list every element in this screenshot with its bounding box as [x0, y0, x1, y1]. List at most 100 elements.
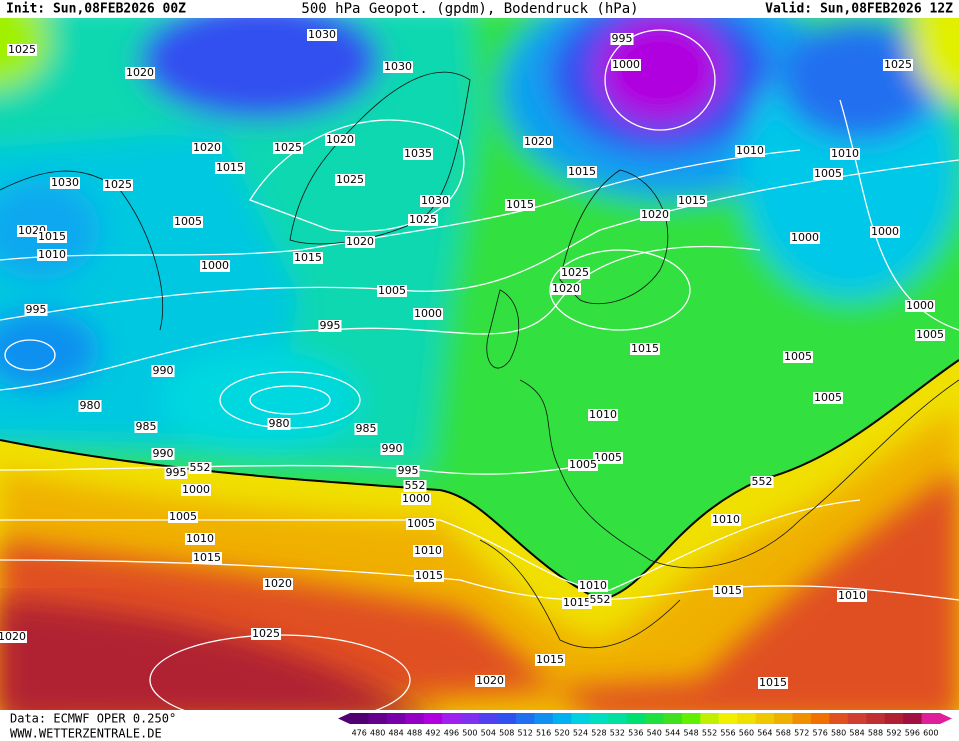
header-bar [0, 0, 959, 18]
isobar-label: 1005 [814, 167, 842, 180]
isobar-label-box [837, 590, 867, 602]
isobar-label: 1005 [378, 284, 406, 297]
isobar-label-box [325, 134, 355, 146]
isobar-label-box [383, 61, 413, 73]
isobar-label: 1020 [0, 630, 26, 643]
colorbar-label: 536 [628, 729, 643, 738]
isobar-label: 1005 [169, 510, 197, 523]
isobar-label: 1000 [791, 231, 819, 244]
isobar-label: 1015 [506, 198, 534, 211]
isobar-label: 1000 [182, 483, 210, 496]
isobar-label: 1010 [414, 544, 442, 557]
isobar-label-box [677, 195, 707, 207]
colorbar-swatch [774, 713, 793, 724]
colorbar-label: 544 [665, 729, 680, 738]
isobar-label-box [413, 545, 443, 557]
colorbar-label: 588 [868, 729, 883, 738]
colorbar-swatch [700, 713, 720, 724]
isobar-label: 1025 [8, 43, 36, 56]
colorbar-swatch [921, 713, 941, 724]
isobar-label: 1005 [594, 451, 622, 464]
isobar-label-box [151, 365, 175, 377]
isobar-label-box [192, 142, 222, 154]
isobar-label-box [713, 585, 743, 597]
colorbar-swatch [552, 713, 572, 724]
colorbar-swatch [497, 713, 517, 724]
isobar-label: 1010 [831, 147, 859, 160]
isobar-label-box [735, 145, 765, 157]
isobar-label: 1005 [916, 328, 944, 341]
isobar-label: 1000 [906, 299, 934, 312]
isobar-label-box [318, 320, 342, 332]
isobar-label-box [403, 480, 427, 492]
data-source: Data: ECMWF OPER 0.250° [10, 712, 176, 726]
colorbar-label: 532 [610, 729, 625, 738]
isobar-label: 552 [405, 479, 426, 492]
isobar-label-box [401, 493, 431, 505]
colorbar-swatch [810, 713, 830, 724]
colorbar-label: 600 [923, 729, 938, 738]
isobar-label-box [551, 283, 581, 295]
colorbar-label: 516 [536, 729, 551, 738]
isobar-label-box [562, 597, 592, 609]
isobar-label-box [630, 343, 660, 355]
isobar-label-box [535, 654, 565, 666]
colorbar-swatch [903, 713, 923, 724]
colorbar-swatch [405, 713, 425, 724]
colorbar-label: 576 [813, 729, 828, 738]
isobar-label-box [267, 418, 291, 430]
colorbar-swatch [589, 713, 609, 724]
isobar-label-box [151, 448, 175, 460]
colorbar-swatch [866, 713, 886, 724]
isobar-label-box [414, 570, 444, 582]
colorbar-swatch [847, 713, 867, 724]
isobar-label-box [396, 465, 420, 477]
isobar-label-box [640, 209, 670, 221]
colorbar-swatch [386, 713, 406, 724]
isobar-label-box [293, 252, 323, 264]
isobar-label: 1000 [414, 307, 442, 320]
isobar-label: 990 [153, 447, 174, 460]
isobar-label-box [578, 580, 608, 592]
isobar-label: 1015 [216, 161, 244, 174]
colorbar-label: 496 [444, 729, 459, 738]
isobar-label: 1000 [612, 58, 640, 71]
colorbar-swatch [755, 713, 775, 724]
isobar-label-box [103, 179, 133, 191]
isobar-label: 1015 [714, 584, 742, 597]
isobar-label: 1025 [104, 178, 132, 191]
isobar-label-box [420, 195, 450, 207]
isobar-label-box [0, 631, 27, 643]
isobar-label-box [7, 44, 37, 56]
isobar-label: 990 [153, 364, 174, 377]
isobar-label-box [307, 29, 337, 41]
colorbar-label: 520 [554, 729, 569, 738]
isobar-label-box [915, 329, 945, 341]
colorbar-swatch [626, 713, 646, 724]
isobar-label: 1005 [174, 215, 202, 228]
colorbar-label: 580 [831, 729, 846, 738]
isobar-label: 1000 [402, 492, 430, 505]
isobar-label-box [758, 677, 788, 689]
isobar-label: 552 [190, 461, 211, 474]
colorbar-arrow-left [338, 713, 350, 724]
isobar-label-box [78, 400, 102, 412]
isobar-label-box [523, 136, 553, 148]
isobar-label-box [50, 177, 80, 189]
isobar-label: 1030 [384, 60, 412, 73]
isobar-label: 1025 [336, 173, 364, 186]
colorbar-swatch [534, 713, 554, 724]
isobar-label-box [505, 199, 535, 211]
valid-time: Valid: Sun,08FEB2026 12Z [765, 2, 953, 17]
isobar-label: 980 [269, 417, 290, 430]
isobar-label-box [251, 628, 281, 640]
colorbar-swatch [792, 713, 812, 724]
isobar-label-box [380, 443, 404, 455]
colorbar-label: 512 [518, 729, 533, 738]
isobar-label-box [568, 459, 598, 471]
colorbar-swatch [829, 713, 849, 724]
isobar-label: 1010 [38, 248, 66, 261]
isobar-label: 1015 [568, 165, 596, 178]
isobar-label: 1010 [736, 144, 764, 157]
